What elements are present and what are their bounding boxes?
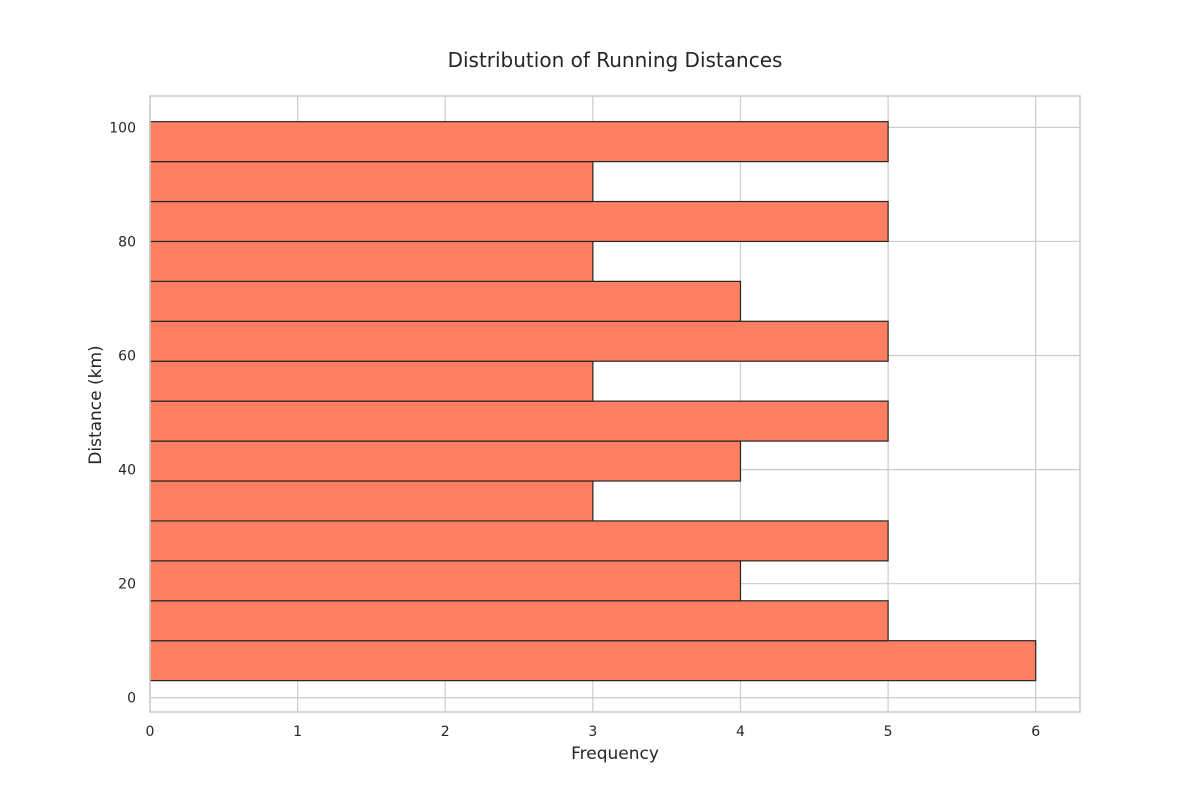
histogram-bar bbox=[149, 600, 889, 642]
y-tick-label: 20 bbox=[118, 577, 136, 593]
histogram-bar bbox=[149, 240, 594, 282]
histogram-bar bbox=[149, 480, 594, 522]
chart-title: Distribution of Running Distances bbox=[448, 48, 783, 72]
x-tick-label: 4 bbox=[736, 724, 745, 740]
x-tick-label: 0 bbox=[146, 724, 155, 740]
y-tick-label: 60 bbox=[118, 349, 136, 365]
histogram-bar bbox=[149, 200, 889, 243]
y-tick-label: 100 bbox=[109, 120, 136, 136]
y-tick-label: 0 bbox=[127, 691, 136, 707]
y-tick-label: 40 bbox=[118, 463, 136, 479]
x-tick-label: 6 bbox=[1031, 724, 1040, 740]
x-tick-label: 5 bbox=[884, 724, 893, 740]
plot-frame bbox=[149, 95, 1081, 713]
histogram-bar bbox=[149, 520, 889, 562]
histogram-bar bbox=[149, 360, 594, 402]
histogram-bar bbox=[149, 440, 742, 482]
histogram-bar bbox=[149, 400, 889, 442]
x-tick-label: 2 bbox=[441, 724, 450, 740]
histogram-bar bbox=[149, 280, 742, 322]
bars-layer bbox=[149, 121, 1037, 682]
y-axis-label: Distance (km) bbox=[86, 345, 106, 464]
histogram-bar bbox=[149, 160, 594, 203]
x-axis-label: Frequency bbox=[571, 744, 659, 764]
x-tick-label: 3 bbox=[588, 724, 597, 740]
histogram-bar bbox=[149, 320, 889, 362]
x-tick-label: 1 bbox=[293, 724, 302, 740]
histogram-bar bbox=[149, 640, 1037, 682]
histogram-bar bbox=[149, 560, 742, 602]
histogram-bar bbox=[149, 121, 889, 163]
y-tick-label: 80 bbox=[118, 234, 136, 250]
